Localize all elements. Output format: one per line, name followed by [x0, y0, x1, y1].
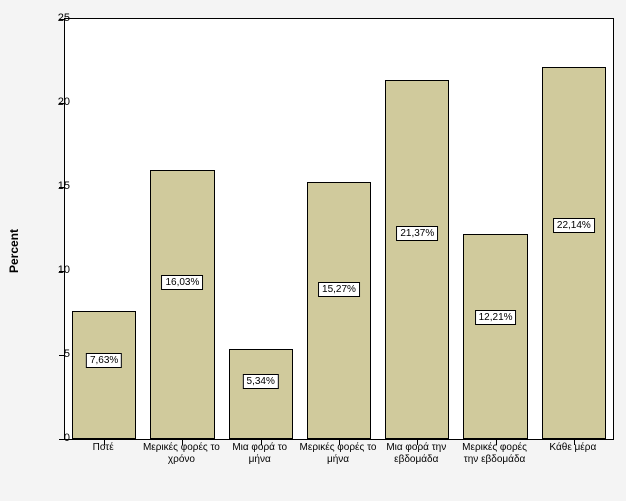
bar: 5,34% [229, 349, 293, 439]
y-tick-label: 25 [46, 12, 70, 24]
x-tick-label: Κάθε μέρα [534, 442, 612, 454]
x-tick-label: Μερικές φορές το μήνα [299, 442, 377, 466]
y-tick-label: 5 [46, 348, 70, 360]
bar-value-label: 22,14% [553, 218, 595, 233]
bar-value-label: 21,37% [396, 226, 438, 241]
bar-value-label: 15,27% [318, 282, 360, 297]
plot-area: 7,63% 16,03% 5,34% 15,27% 21,37% 12,21% 22,14% [64, 18, 614, 440]
y-tick-label: 20 [46, 96, 70, 108]
bar-value-label: 16,03% [161, 275, 203, 290]
bar-value-label: 7,63% [86, 353, 122, 368]
chart-container: Percent 7,63% 16,03% 5,34% 15,27% 21,37% 12,2… [0, 0, 626, 501]
bar-value-label: 12,21% [475, 310, 517, 325]
bar: 12,21% [463, 234, 527, 439]
y-tick-label: 15 [46, 180, 70, 192]
y-tick-label: 10 [46, 264, 70, 276]
bar: 7,63% [72, 311, 136, 439]
bar-value-label: 5,34% [243, 374, 279, 389]
bar: 16,03% [150, 170, 214, 439]
x-tick-label: Ποτέ [64, 442, 142, 454]
x-tick-label: Μερικές φορές την εβδομάδα [456, 442, 534, 466]
x-tick-label: Μερικές φορές το χρόνο [142, 442, 220, 466]
x-tick-label: Μια φορά την εβδομάδα [377, 442, 455, 466]
x-tick-label: Μια φορά το μήνα [221, 442, 299, 466]
bar: 21,37% [385, 80, 449, 439]
y-axis-title: Percent [7, 228, 21, 272]
bar: 15,27% [307, 182, 371, 439]
bar: 22,14% [542, 67, 606, 439]
bars-layer: 7,63% 16,03% 5,34% 15,27% 21,37% 12,21% 22,14% [65, 19, 613, 439]
